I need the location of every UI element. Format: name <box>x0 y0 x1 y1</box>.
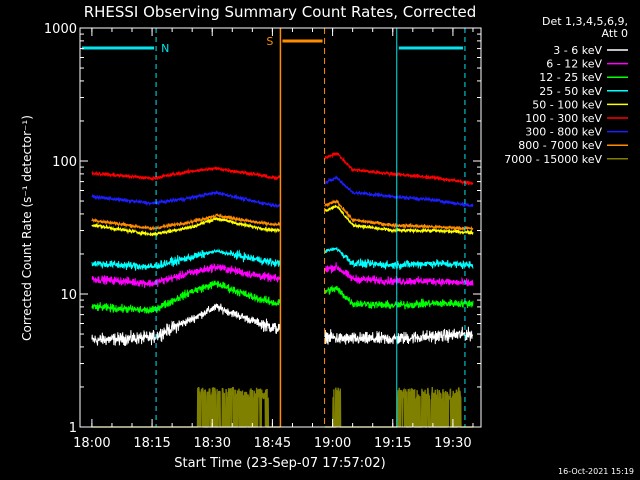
series-line-800-7000keV <box>91 213 281 231</box>
legend-label: 25 - 50 keV <box>539 85 602 98</box>
series-line-300-800keV <box>324 175 474 208</box>
legend-header: Det 1,3,4,5,6,9, <box>542 15 628 28</box>
x-tick-label: 19:00 <box>314 436 351 451</box>
series-line-100-300keV <box>324 151 474 186</box>
legend-label: 3 - 6 keV <box>553 44 602 57</box>
legend-label: 100 - 300 keV <box>525 112 602 125</box>
legend-label: 12 - 25 keV <box>539 71 602 84</box>
saa-label: S <box>266 35 273 48</box>
series-line-12-25keV <box>324 284 474 310</box>
series-line-6-12keV <box>324 262 474 287</box>
night-label: N <box>161 42 169 55</box>
x-tick-label: 18:45 <box>254 436 291 451</box>
series-line-50-100keV <box>91 216 281 237</box>
x-tick-label: 19:30 <box>434 436 471 451</box>
data-layer <box>91 151 474 428</box>
chart-title: RHESSI Observing Summary Count Rates, Co… <box>84 3 477 21</box>
series-line-12-25keV <box>91 280 281 314</box>
series-line-25-50keV <box>324 247 474 270</box>
y-axis-label: Corrected Count Rate (s⁻¹ detector⁻¹) <box>20 115 34 341</box>
legend-label: 7000 - 15000 keV <box>504 153 602 166</box>
y-tick-label: 1 <box>69 421 77 436</box>
y-tick-label: 1000 <box>44 22 77 37</box>
legend-label: 800 - 7000 keV <box>518 139 602 152</box>
series-line-800-7000keV <box>324 199 474 231</box>
series-line-50-100keV <box>324 204 474 236</box>
legend-header: Att 0 <box>602 27 628 40</box>
series-line-25-50keV <box>91 248 281 271</box>
generation-timestamp: 16-Oct-2021 15:19 <box>558 467 634 476</box>
series-line-300-800keV <box>91 190 281 209</box>
axis-layer: 1 10 100 1000 18:00 18:15 18:30 18:45 19:00 19:15… <box>44 22 481 451</box>
y-tick-label: 10 <box>60 288 77 303</box>
series-line-3-6keV <box>91 303 281 346</box>
legend-label: 6 - 12 keV <box>546 58 602 71</box>
series-line-6-12keV <box>91 262 281 288</box>
plot-frame <box>79 27 482 428</box>
x-tick-label: 18:30 <box>194 436 231 451</box>
legend-label: 50 - 100 keV <box>532 98 602 111</box>
x-tick-label: 18:15 <box>133 436 170 451</box>
x-tick-label: 19:15 <box>374 436 411 451</box>
x-tick-label: 18:00 <box>73 436 110 451</box>
legend-label: 300 - 800 keV <box>525 126 602 139</box>
series-line-3-6keV <box>324 326 473 345</box>
x-axis-label: Start Time (23-Sep-07 17:57:02) <box>174 456 385 471</box>
series-line-100-300keV <box>91 166 281 181</box>
y-tick-label: 100 <box>52 155 77 170</box>
